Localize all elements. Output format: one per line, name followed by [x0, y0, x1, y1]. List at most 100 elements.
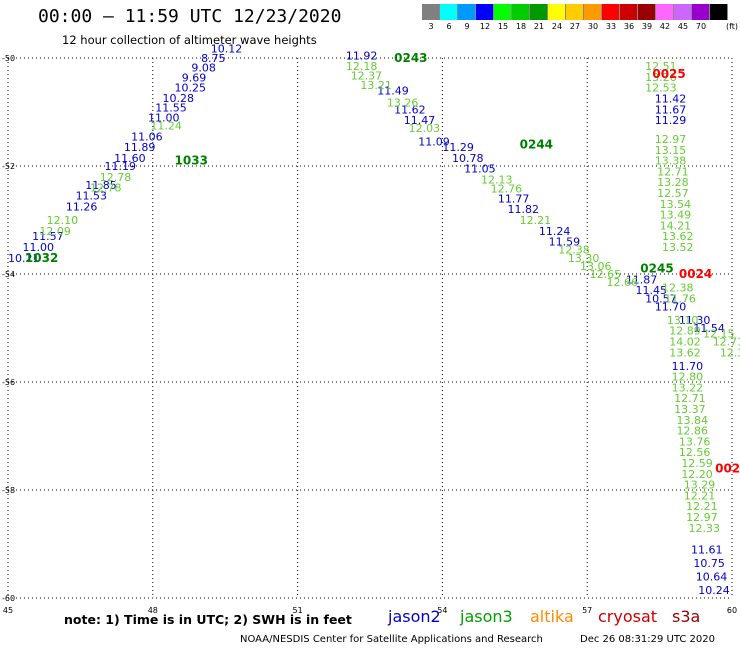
swh-value: 11.26: [66, 201, 98, 214]
page-title: 00:00 – 11:59 UTC 12/23/2020: [38, 6, 342, 27]
swh-value: 12.78: [100, 171, 132, 184]
swh-value: 13.10: [667, 314, 699, 327]
swh-value: 12.86: [676, 425, 708, 438]
swh-value: 13.38: [655, 155, 687, 168]
swh-value: 10.57: [645, 292, 677, 305]
colorbar-swatch: [422, 4, 440, 20]
swh-value: 12.53: [645, 82, 677, 95]
lat-tick-label: -60: [2, 594, 15, 603]
lon-tick-label: 54: [437, 606, 447, 615]
swh-value: 11.89: [124, 141, 156, 154]
swh-value: 9.69: [182, 71, 207, 84]
swh-value: 11.61: [691, 543, 723, 556]
swh-value: 12.13: [481, 174, 512, 187]
swh-value: 12.38: [558, 244, 590, 257]
swh-value: 11.57: [32, 230, 64, 243]
swh-value: 11.49: [377, 84, 409, 97]
colorbar-label: 42: [659, 22, 671, 31]
swh-value: 11.45: [635, 284, 667, 297]
colorbar-label: 15: [497, 22, 509, 31]
colorbar-label: 12: [479, 22, 491, 31]
colorbar-label: 39: [641, 22, 653, 31]
pass-time-label: 0025: [652, 67, 685, 81]
colorbar-swatch: [566, 4, 584, 20]
swh-value: 11.06: [131, 130, 163, 143]
swh-value: 11.60: [114, 152, 146, 165]
colorbar-swatch: [584, 4, 602, 20]
colorbar-swatch: [494, 4, 512, 20]
colorbar-swatch: [530, 4, 548, 20]
swh-value: 12.80: [672, 371, 704, 384]
swh-value: 12.09: [39, 225, 71, 238]
swh-value: 12.76: [491, 183, 522, 196]
swh-value: 11.85: [85, 179, 117, 192]
swh-value: 13.30: [568, 252, 600, 265]
swh-value: 11.09: [418, 136, 450, 149]
swh-value: 10.24: [698, 584, 730, 597]
swh-value: 8.75: [201, 52, 226, 65]
pass-time-label: 1032: [25, 251, 58, 265]
swh-value: 11.24: [539, 225, 571, 238]
swh-value: 13.26: [645, 71, 677, 84]
swh-value: 13.49: [660, 209, 692, 222]
swh-value: 12.51: [645, 60, 677, 73]
swh-value: 12.78: [90, 182, 122, 195]
swh-value: 12.59: [681, 457, 713, 470]
swh-value: 10.28: [162, 92, 194, 105]
swh-value: 13.76: [679, 435, 711, 448]
swh-value: 13.37: [674, 403, 706, 416]
colorbar-unit: (ft): [726, 22, 739, 31]
swh-value: 12.21: [684, 489, 716, 502]
swh-value: 12.37: [351, 69, 383, 82]
swh-value: 12.21: [686, 500, 718, 513]
swh-value: 11.29: [442, 141, 474, 154]
swh-value: 10.75: [693, 557, 725, 570]
swh-value: 12.71: [657, 165, 689, 178]
lat-tick-label: -52: [2, 162, 15, 171]
swh-value: 12.89: [669, 325, 701, 338]
lat-tick-label: -56: [2, 378, 15, 387]
swh-value: 13.62: [662, 230, 694, 243]
swh-value: 12.21: [520, 214, 552, 227]
swh-value: 11.53: [76, 190, 108, 203]
pass-time-label: 0243: [394, 51, 427, 65]
swh-value: 11.59: [549, 236, 581, 249]
swh-value: 13.62: [669, 346, 701, 359]
swh-value: 13.15: [655, 144, 687, 157]
colorbar-label: 70: [695, 22, 707, 31]
swh-value: 11.76: [664, 292, 696, 305]
swh-value: 13.21: [360, 79, 392, 92]
satellite-legend-jason2: jason2: [388, 607, 441, 626]
colorbar-swatch: [620, 4, 638, 20]
lat-tick-label: -58: [2, 486, 15, 495]
lon-tick-label: 45: [3, 606, 13, 615]
satellite-legend-cryosat: cryosat: [598, 607, 658, 626]
lat-tick-label: -50: [2, 54, 15, 63]
colorbar-swatch: [512, 4, 530, 20]
pass-time-label: 0244: [520, 137, 553, 151]
swh-value: 12.15: [703, 327, 735, 340]
lat-tick-label: -54: [2, 270, 15, 279]
lon-tick-label: 60: [727, 606, 737, 615]
colorbar-label: 33: [605, 22, 617, 31]
colorbar-swatch: [656, 4, 674, 20]
colorbar-swatch: [548, 4, 566, 20]
colorbar-label: 21: [533, 22, 545, 31]
satellite-legend-s3a: s3a: [672, 607, 701, 626]
colorbar-label: 18: [515, 22, 527, 31]
swh-value: 12.10: [47, 214, 79, 227]
swh-value: 12.71: [713, 336, 740, 349]
satellite-legend-jason3: jason3: [460, 607, 513, 626]
swh-value: 13.06: [580, 260, 612, 273]
footer-timestamp: Dec 26 08:31:29 UTC 2020: [580, 634, 715, 645]
pass-time-label: 1033: [175, 154, 208, 168]
colorbar-label: 9: [464, 22, 470, 31]
swh-value: 11.54: [693, 322, 725, 335]
colorbar-label: 3: [428, 22, 434, 31]
swh-value: 14.02: [669, 336, 701, 349]
swh-value: 12.57: [657, 187, 689, 200]
swh-value: 11.47: [404, 114, 436, 127]
swh-value: 9.08: [191, 62, 216, 75]
wave-height-colorbar: [422, 4, 728, 20]
swh-value: 11.19: [105, 160, 136, 173]
